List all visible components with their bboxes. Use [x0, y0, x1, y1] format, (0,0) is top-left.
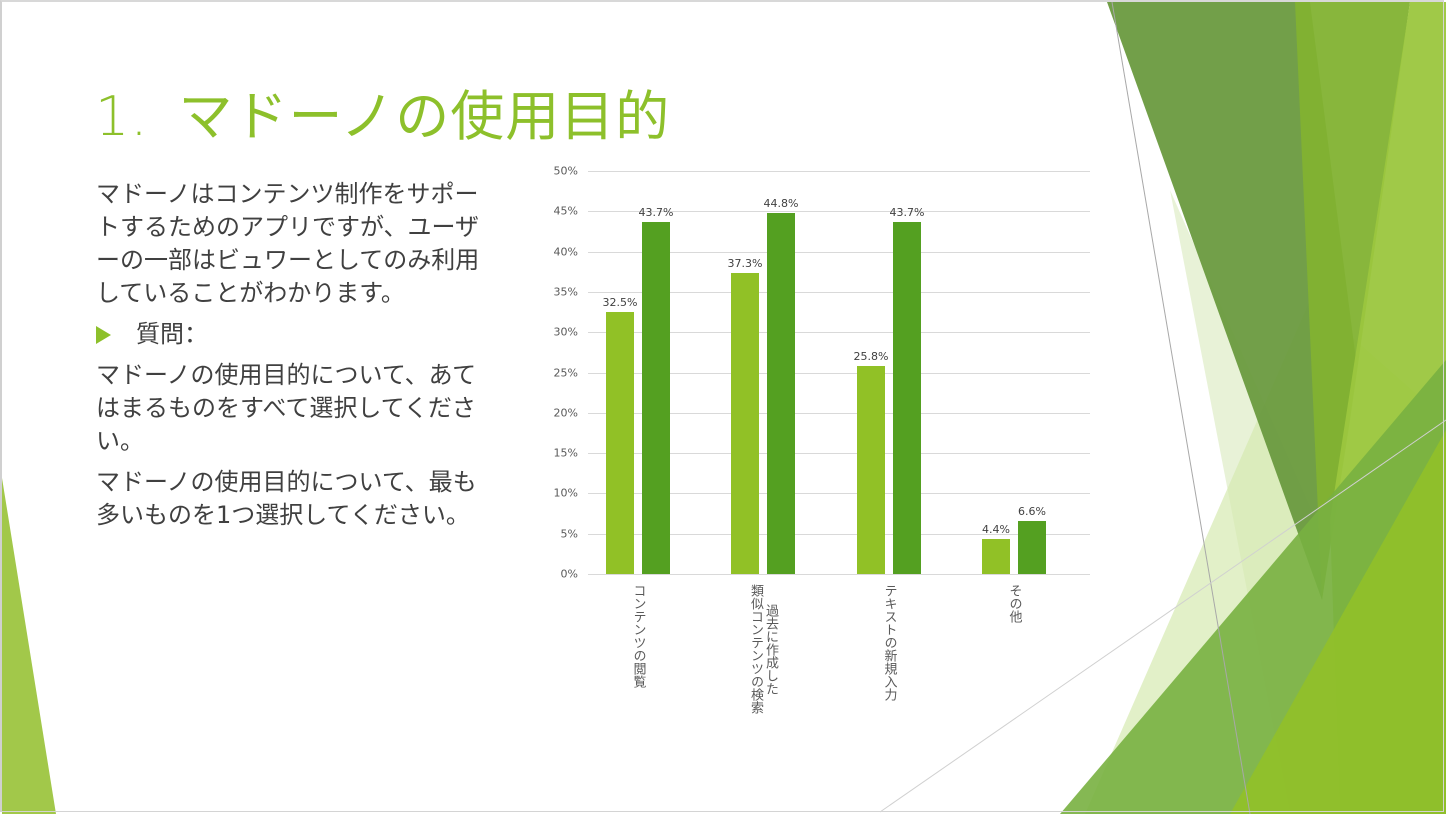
- question-1: マドーノの使用目的について、あてはまるものをすべて選択してください。: [96, 361, 477, 455]
- y-axis-tick-label: 5%: [560, 527, 578, 541]
- triangle-bullet-icon: [96, 325, 111, 344]
- title-text: マドーノの使用目的: [178, 85, 671, 148]
- data-label: 37.3%: [727, 257, 763, 271]
- gridline: [588, 412, 1090, 414]
- data-label: 44.8%: [763, 196, 799, 210]
- y-axis-tick-label: 10%: [553, 486, 578, 500]
- bullet-label: 質問：: [136, 320, 208, 348]
- bar-series1: [606, 312, 634, 574]
- x-axis-category-label: 過去に作成した 類似コンテンツの検索: [748, 584, 778, 714]
- y-axis-tick-label: 30%: [553, 325, 578, 339]
- y-axis-tick-label: 50%: [553, 164, 578, 178]
- question-2: マドーノの使用目的について、最も多いものを1つ選択してください。: [96, 468, 477, 529]
- x-axis-label-line: 類似コンテンツの検索: [748, 584, 763, 714]
- data-label: 6.6%: [1018, 504, 1046, 518]
- bar-series2: [1018, 520, 1046, 574]
- bar-series2: [893, 221, 921, 574]
- gridline: [588, 574, 1090, 575]
- question-bullet: 質問：: [96, 318, 496, 351]
- x-axis-category-label: テキストの新規入力: [882, 584, 897, 701]
- y-axis-tick-label: 40%: [553, 245, 578, 259]
- gridline: [588, 291, 1090, 293]
- gridline: [588, 171, 1090, 172]
- gridline: [588, 332, 1090, 334]
- x-axis-label-line: テキストの新規入力: [881, 584, 897, 701]
- bar-series2: [642, 221, 670, 574]
- data-label: 25.8%: [853, 350, 889, 364]
- gridline: [588, 211, 1090, 213]
- x-axis-label-line: コンテンツの閲覧: [630, 584, 646, 688]
- gridline: [588, 453, 1090, 455]
- deco-shape-left: [2, 478, 56, 814]
- data-label: 4.4%: [982, 522, 1010, 536]
- y-axis-tick-label: 25%: [553, 366, 578, 379]
- x-axis-label-line: 過去に作成した: [763, 604, 778, 695]
- y-axis-tick-label: 20%: [553, 406, 578, 420]
- deco-line-2: [879, 419, 1446, 813]
- data-label: 43.7%: [889, 205, 925, 219]
- bar-series2: [767, 212, 795, 574]
- y-axis-tick-label: 15%: [553, 446, 578, 460]
- gridline: [588, 493, 1090, 495]
- x-axis-category-label: コンテンツの閲覧: [631, 584, 646, 688]
- intro-paragraph: マドーノはコンテンツ制作をサポートするためのアプリですが、ユーザーの一部はビュワ…: [96, 180, 480, 307]
- data-label: 32.5%: [602, 296, 638, 310]
- bar-chart: 0% 5% 10% 15% 20% 25% 30% 35% 40% 45% 50% 32.5% 43.7…: [540, 160, 1100, 740]
- bar-series1: [731, 273, 759, 574]
- y-axis-tick-label: 35%: [553, 285, 578, 299]
- gridline: [588, 251, 1090, 253]
- title-number: 1.: [95, 85, 149, 148]
- bar-series1: [857, 366, 885, 574]
- deco-shape-mid: [1295, 2, 1410, 600]
- gridline: [588, 372, 1090, 374]
- deco-shape-bottom2: [1230, 430, 1446, 814]
- body-text: マドーノはコンテンツ制作をサポートするためのアプリですが、ユーザーの一部はビュワ…: [96, 178, 496, 540]
- slide-title: 1. マドーノの使用目的: [95, 72, 670, 151]
- bar-series1: [982, 538, 1010, 574]
- gridline: [588, 533, 1090, 535]
- data-label: 43.7%: [638, 205, 674, 219]
- y-axis-tick-label: 0%: [560, 567, 578, 581]
- y-axis-tick-label: 45%: [553, 204, 578, 218]
- x-axis-label-line: その他: [1006, 584, 1022, 623]
- deco-line-1: [1111, 1, 1251, 814]
- x-axis-category-label: その他: [1007, 584, 1022, 623]
- deco-shape-dark: [1107, 2, 1356, 600]
